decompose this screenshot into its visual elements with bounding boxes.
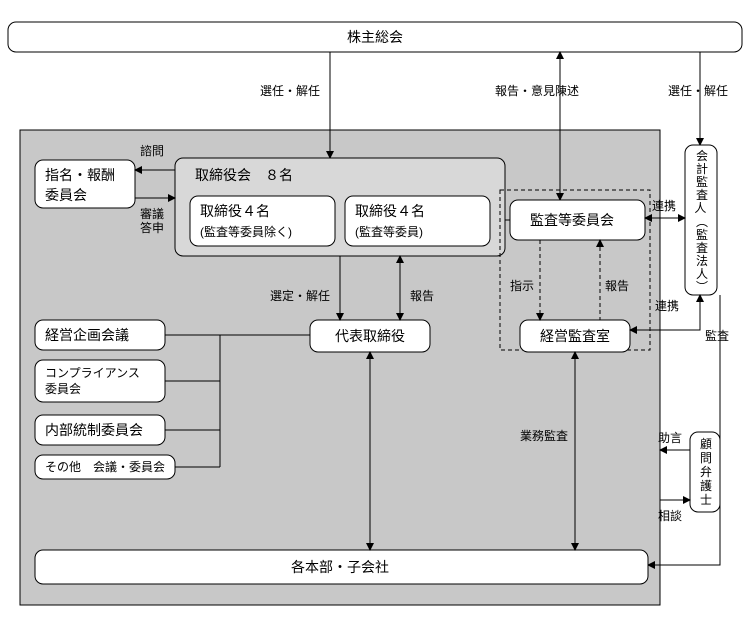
report-label: 報告 [410,289,434,303]
internal-ctrl-label: 内部統制委員会 [45,422,143,438]
nomination-l2: 委員会 [45,187,87,203]
dir-b-l2: (監査等委員) [355,224,423,239]
coop2-label: 連携 [655,298,679,313]
deliberate-l1: 審議 [140,206,164,221]
biz-audit-label: 業務監査 [520,428,568,443]
dir-a-l2: (監査等委員除く) [200,224,292,239]
mgmt-mtg-label: 経営企画会議 [45,327,129,343]
audit-office-label: 経営監査室 [540,328,610,344]
dir-b-l1: 取締役４名 [355,203,425,219]
consult2-label: 相談 [658,508,682,523]
nomination-l1: 指名・報酬 [45,167,115,183]
other-mtg-label: その他 会議・委員会 [45,460,165,474]
report-opinion-label: 報告・意見陳述 [495,83,579,98]
rep-label: 代表取締役 [335,328,405,344]
auditor-label: 会計監査人 ︵監査法人︶ [694,149,709,294]
audit-comm-label: 監査等委員会 [530,212,614,228]
appoint2-label: 選任・解任 [668,84,728,98]
audit-label: 監査 [705,328,729,343]
board-label: 取締役会 ８名 [195,167,293,183]
dir-a-l1: 取締役４名 [200,203,270,219]
compliance-l2: 委員会 [45,382,81,396]
report2-label: 報告 [605,279,629,293]
compliance-l1: コンプライアンス [45,366,140,380]
shareholders-label: 株主総会 [347,29,403,45]
lawyer-label: 顧問弁護士 [700,436,712,507]
deliberate-l2: 答申 [140,220,164,235]
select-label: 選定・解任 [270,288,330,303]
advice-label: 助言 [658,431,682,445]
appoint1-label: 選任・解任 [260,84,320,98]
consult-label: 諮問 [140,144,164,158]
divisions-label: 各本部・子会社 [291,559,389,575]
coop1-label: 連携 [652,198,676,213]
instruct-label: 指示 [510,278,534,293]
